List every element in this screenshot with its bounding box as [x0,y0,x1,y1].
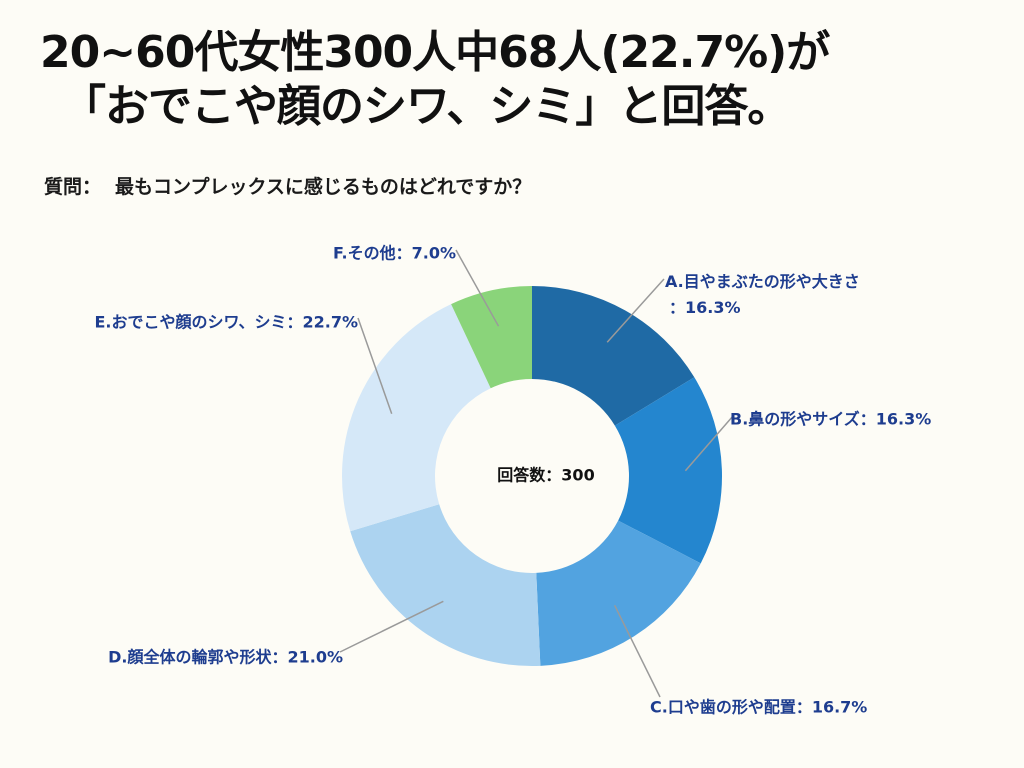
headline: 20~60代女性300人中68人(22.7%)が 「おでこや顔のシワ、シミ」と回… [40,26,1000,134]
slice-label-a-line-1: A.目やまぶたの形や大きさ [665,272,860,291]
slice-e [341,304,491,532]
slice-a [532,286,695,426]
slice-label-a-line-2: ：16.3% [669,298,741,317]
slice-label-d: D.顔全体の輪郭や形状：21.0% [108,648,343,667]
leader-lines [339,249,734,698]
slice-f [451,286,532,389]
survey-question: 質問： 最もコンプレックスに感じるものはどれですか？ [44,172,531,199]
slice-labels: A.目やまぶたの形や大きさ ：16.3% B.鼻の形やサイズ：16.3% C.口や歯の… [94,244,931,717]
slice-d [350,504,541,666]
leader-line-f [455,249,500,327]
slice-b [614,377,722,564]
headline-line-2: 「おでこや顔のシワ、シミ」と回答。 [62,81,791,132]
question-prefix: 質問： [44,176,102,198]
donut-slices [341,286,722,666]
slice-label-e: E.おでこや顔のシワ、シミ：22.7% [94,313,358,332]
center-label: 回答数：300 [497,466,594,485]
slice-label-f: F.その他：7.0% [333,244,456,263]
slice-c [536,520,701,666]
leader-line-a [606,278,665,343]
leader-line-e [357,317,393,414]
leader-line-b [684,415,734,472]
slice-label-b: B.鼻の形やサイズ：16.3% [730,410,931,429]
leader-line-d [339,600,444,653]
slice-label-c: C.口や歯の形や配置：16.7% [650,698,867,717]
leader-line-c [613,605,661,698]
slice-label-a: A.目やまぶたの形や大きさ ：16.3% [665,272,860,317]
headline-line-1: 20~60代女性300人中68人(22.7%)が [40,27,830,78]
question-text: 最もコンプレックスに感じるものはどれですか？ [115,176,532,198]
